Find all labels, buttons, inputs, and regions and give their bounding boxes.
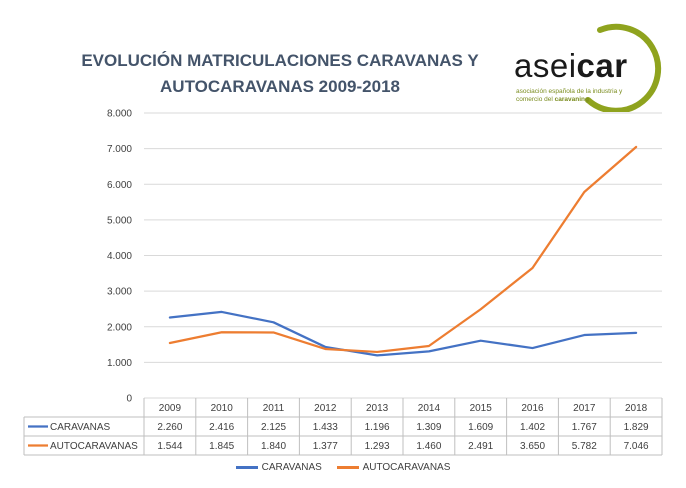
series-line-autocaravanas bbox=[168, 145, 638, 354]
chart-title: EVOLUCIÓN MATRICULACIONES CARAVANAS Y AU… bbox=[81, 51, 479, 96]
y-tick-label: 0 bbox=[126, 394, 132, 405]
data-label: 1.840 bbox=[261, 441, 286, 452]
line-chart: 0 1.000 2.000 3.000 4.000 5.000 6.000 7.000 8.00… bbox=[23, 109, 663, 456]
x-category-label: 2011 bbox=[263, 403, 285, 414]
data-label: 1.609 bbox=[468, 422, 493, 433]
x-category-label: 2012 bbox=[314, 403, 337, 414]
legend-swatch-caravanas bbox=[235, 465, 258, 469]
data-label: 2.260 bbox=[157, 422, 182, 433]
data-label: 1.544 bbox=[157, 441, 182, 452]
data-label: 1.196 bbox=[365, 422, 390, 433]
x-category-label: 2016 bbox=[521, 403, 544, 414]
y-tick-label: 2.000 bbox=[107, 322, 132, 333]
data-label: 1.377 bbox=[313, 441, 338, 452]
logo-tagline: asociación española de la industria y co… bbox=[516, 88, 623, 103]
x-category-label: 2018 bbox=[625, 403, 648, 414]
data-label: 7.046 bbox=[624, 441, 649, 452]
data-label: 1.433 bbox=[313, 422, 338, 433]
legend-item-caravanas: CARAVANAS bbox=[235, 462, 322, 473]
data-label: 1.460 bbox=[416, 441, 441, 452]
series-line-caravanas bbox=[168, 310, 638, 357]
x-category-label: 2013 bbox=[366, 403, 389, 414]
table-row-name: AUTOCARAVANAS bbox=[50, 441, 138, 452]
y-tick-label: 7.000 bbox=[107, 144, 132, 155]
y-tick-label: 1.000 bbox=[107, 358, 132, 369]
data-label: 2.125 bbox=[261, 422, 286, 433]
y-tick-label: 6.000 bbox=[107, 180, 132, 191]
data-label: 1.293 bbox=[365, 441, 390, 452]
y-tick-label: 5.000 bbox=[107, 215, 132, 226]
x-category-label: 2017 bbox=[573, 403, 596, 414]
data-label: 1.845 bbox=[209, 441, 234, 452]
table-row-name: CARAVANAS bbox=[50, 422, 111, 433]
logo-arc-icon bbox=[585, 23, 662, 114]
logo-wordmark: aseicar bbox=[514, 47, 628, 84]
x-category-label: 2010 bbox=[211, 403, 234, 414]
legend-swatch-autocaravanas bbox=[336, 465, 359, 469]
data-label: 1.402 bbox=[520, 422, 545, 433]
legend-item-autocaravanas: AUTOCARAVANAS bbox=[336, 462, 450, 473]
data-label: 1.767 bbox=[572, 422, 597, 433]
y-tick-label: 3.000 bbox=[107, 287, 132, 298]
data-label: 2.491 bbox=[468, 441, 493, 452]
data-label: 3.650 bbox=[520, 441, 545, 452]
data-label: 2.416 bbox=[209, 422, 234, 433]
data-label: 1.309 bbox=[416, 422, 441, 433]
x-category-label: 2014 bbox=[418, 403, 441, 414]
data-label: 5.782 bbox=[572, 441, 597, 452]
x-category-label: 2009 bbox=[159, 403, 182, 414]
y-tick-label: 4.000 bbox=[107, 251, 132, 262]
x-category-label: 2015 bbox=[470, 403, 493, 414]
data-label: 1.829 bbox=[624, 422, 649, 433]
chart-legend: CARAVANAS AUTOCARAVANAS bbox=[0, 462, 686, 473]
y-tick-label: 8.000 bbox=[107, 109, 132, 120]
aseicar-logo: aseicar asociación española de la indust… bbox=[508, 12, 668, 114]
